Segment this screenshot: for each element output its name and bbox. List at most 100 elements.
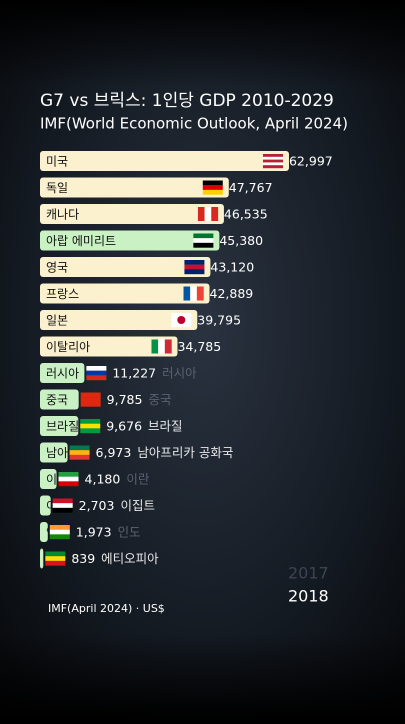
category-label-outside: 중국 bbox=[148, 392, 171, 407]
value-label: 42,889 bbox=[210, 286, 254, 301]
flag-stripe bbox=[86, 366, 107, 371]
bar bbox=[40, 389, 79, 410]
value-label: 45,380 bbox=[219, 233, 263, 248]
value-label: 34,785 bbox=[177, 339, 221, 354]
bar bbox=[40, 336, 178, 357]
flag-stripe bbox=[262, 154, 283, 157]
flag-stripe bbox=[49, 534, 70, 540]
flag-stripe bbox=[45, 551, 66, 557]
flag-stripe bbox=[69, 450, 90, 456]
flag-stripe bbox=[151, 339, 159, 354]
value-label: 62,997 bbox=[289, 154, 333, 169]
flag-stripe bbox=[58, 481, 79, 487]
category-label: 이란 bbox=[46, 473, 68, 487]
flag-stripe bbox=[193, 242, 214, 248]
category-label: 영국 bbox=[46, 261, 68, 275]
flag-stripe bbox=[80, 397, 101, 403]
category-label: 브라질 bbox=[46, 420, 79, 434]
bar bbox=[40, 416, 79, 436]
flag-stripe bbox=[86, 370, 107, 376]
category-label-outside: 러시아 bbox=[162, 366, 197, 381]
category-label: 캐나다 bbox=[46, 208, 79, 222]
category-label: 이집트 bbox=[46, 499, 79, 513]
category-label-outside: 인도 bbox=[118, 525, 141, 540]
bar bbox=[40, 442, 68, 463]
flag-stripe bbox=[80, 423, 101, 429]
footnote: IMF(April 2024) · US$ bbox=[48, 602, 165, 615]
category-label-outside: 이란 bbox=[126, 472, 150, 487]
flag-stripe bbox=[193, 233, 214, 239]
flag-stripe bbox=[158, 339, 166, 354]
value-label: 47,767 bbox=[229, 180, 273, 195]
category-label: 중국 bbox=[46, 393, 68, 407]
flag-stripe bbox=[262, 165, 283, 169]
chart-subtitle: IMF(World Economic Outlook, April 2024) bbox=[40, 115, 348, 133]
flag-stripe bbox=[211, 207, 219, 221]
flag-stripe bbox=[193, 238, 214, 244]
flag-stripe bbox=[86, 375, 107, 381]
flag-stripe bbox=[262, 159, 283, 163]
flag-stripe bbox=[184, 269, 205, 275]
flag-stripe bbox=[80, 392, 101, 398]
value-label: 4,180 bbox=[85, 472, 121, 487]
bar bbox=[40, 548, 44, 569]
flag-stripe bbox=[45, 560, 66, 566]
flag-stripe bbox=[184, 264, 205, 270]
flag-stripe bbox=[58, 476, 79, 482]
flag-stripe bbox=[171, 313, 192, 318]
value-label: 43,120 bbox=[210, 260, 254, 275]
category-label-outside: 남아프리카 공화국 bbox=[137, 445, 233, 460]
category-label-outside: 에티오피아 bbox=[101, 551, 159, 566]
flag-stripe bbox=[52, 507, 73, 513]
flag-stripe bbox=[204, 207, 212, 221]
bar bbox=[40, 257, 211, 277]
value-label: 1,973 bbox=[76, 525, 112, 540]
flag-stripe bbox=[171, 322, 192, 328]
bar bbox=[40, 310, 198, 330]
flag-stripe bbox=[80, 419, 101, 424]
bar bbox=[40, 230, 220, 251]
value-label: 9,785 bbox=[107, 392, 143, 407]
category-label: 일본 bbox=[46, 314, 68, 328]
category-label: 아랍 에미리트 bbox=[46, 234, 116, 248]
bar bbox=[40, 469, 57, 489]
flag-stripe bbox=[262, 162, 283, 166]
flag-stripe bbox=[164, 339, 172, 354]
flag-stripe bbox=[190, 286, 198, 301]
value-label: 11,227 bbox=[112, 366, 156, 381]
flag-stripe bbox=[69, 445, 90, 451]
flag-disc bbox=[177, 316, 186, 324]
category-label: 러시아 bbox=[46, 367, 79, 381]
flag-stripe bbox=[45, 556, 66, 562]
value-label: 9,676 bbox=[106, 419, 142, 434]
bar bbox=[40, 177, 229, 198]
flag-stripe bbox=[196, 286, 204, 301]
previous-year: 2017 bbox=[288, 564, 329, 583]
category-label: 인도 bbox=[46, 526, 68, 540]
flag-stripe bbox=[52, 498, 73, 504]
flag-stripe bbox=[49, 525, 70, 530]
bar bbox=[40, 283, 210, 304]
category-label: 남아프리카 공화국 bbox=[46, 446, 138, 460]
bar bbox=[40, 204, 224, 224]
flag-stripe bbox=[52, 503, 73, 509]
category-label: 이탈리아 bbox=[46, 340, 90, 354]
flag-stripe bbox=[184, 260, 205, 265]
category-label: 프랑스 bbox=[46, 287, 79, 301]
flag-stripe bbox=[69, 454, 90, 460]
flag-stripe bbox=[80, 401, 101, 407]
value-label: 839 bbox=[71, 551, 95, 566]
flag-stripe bbox=[202, 180, 223, 186]
category-label: 미국 bbox=[46, 155, 68, 169]
flag-stripe bbox=[202, 189, 223, 195]
flag-stripe bbox=[202, 185, 223, 191]
category-label-outside: 이집트 bbox=[120, 498, 155, 513]
value-label: 6,973 bbox=[96, 445, 132, 460]
bar bbox=[40, 495, 51, 516]
flag-stripe bbox=[183, 286, 191, 301]
chart-title: G7 vs 브릭스: 1인당 GDP 2010-2029 bbox=[40, 91, 334, 111]
bar bbox=[40, 151, 289, 171]
flag-stripe bbox=[197, 207, 205, 221]
